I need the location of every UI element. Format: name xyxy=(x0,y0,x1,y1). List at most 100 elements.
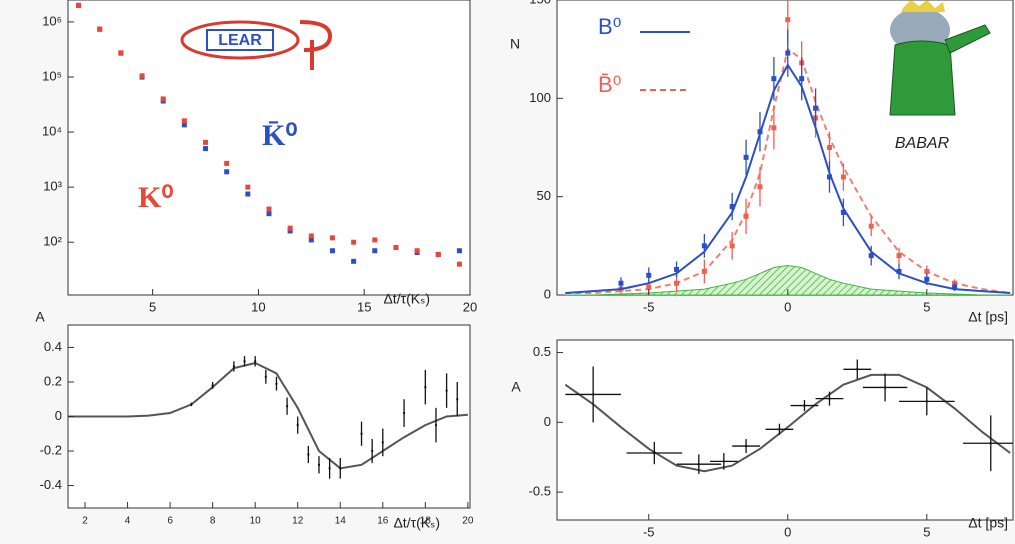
data-point xyxy=(989,442,992,445)
plot-area xyxy=(76,2,462,267)
data-point xyxy=(674,280,680,286)
data-point xyxy=(729,204,735,209)
data-point xyxy=(160,96,166,102)
data-point xyxy=(618,280,624,286)
data-point xyxy=(840,174,846,180)
x-tick-label: 0 xyxy=(784,299,791,314)
data-point xyxy=(803,404,806,407)
x-tick-label: 20 xyxy=(462,516,474,527)
data-point xyxy=(76,2,82,8)
data-point xyxy=(381,441,384,444)
y-tick-label: 0 xyxy=(544,414,551,429)
plot-area xyxy=(564,359,1013,474)
y-tick-label: -0.4 xyxy=(40,477,62,492)
data-point xyxy=(924,276,930,282)
y-tick-label: 150 xyxy=(529,0,551,6)
data-point xyxy=(286,405,289,408)
logo-text: LEAR xyxy=(218,32,262,49)
data-point xyxy=(211,384,214,387)
y-tick-label: 10⁵ xyxy=(42,68,62,83)
logo-ring xyxy=(180,20,300,60)
data-point xyxy=(224,169,230,175)
y-tick-label: 10⁴ xyxy=(42,123,62,138)
data-point xyxy=(243,360,246,363)
data-point xyxy=(403,412,406,415)
data-point xyxy=(434,424,437,427)
data-point xyxy=(771,125,777,131)
data-point xyxy=(778,428,781,431)
data-point xyxy=(203,139,209,145)
y-tick-label: 0 xyxy=(544,286,551,301)
data-point xyxy=(372,248,378,254)
data-point xyxy=(275,382,278,385)
data-point xyxy=(722,460,725,463)
x-tick-label: -5 xyxy=(643,299,655,314)
babar-mascot: BABAR xyxy=(889,0,991,152)
data-point xyxy=(697,463,700,466)
data-point xyxy=(118,50,124,56)
x-tick-label: 2 xyxy=(82,516,88,527)
data-point xyxy=(328,467,331,470)
data-point xyxy=(743,154,749,160)
data-point xyxy=(232,365,235,368)
data-point xyxy=(813,105,819,111)
data-point xyxy=(701,268,707,274)
x-tick-label: 5 xyxy=(923,524,930,539)
data-point xyxy=(785,17,791,23)
x-axis-label: Δt/τ(Kₛ) xyxy=(383,291,430,307)
y-tick-label: 100 xyxy=(529,90,551,105)
x-tick-label: 0 xyxy=(784,524,791,539)
y-tick-label: -0.5 xyxy=(529,484,551,499)
data-point xyxy=(339,467,342,470)
y-tick-label: 0.2 xyxy=(44,373,62,388)
x-tick-label: 15 xyxy=(357,299,371,314)
data-point xyxy=(203,146,209,152)
y-tick-label: 10³ xyxy=(43,179,62,194)
x-tick-label: 10 xyxy=(250,516,262,527)
data-point xyxy=(351,239,357,245)
fit-curve xyxy=(564,373,1011,473)
data-point xyxy=(729,243,735,249)
data-point xyxy=(456,248,462,254)
data-point xyxy=(393,245,399,251)
data-point xyxy=(456,261,462,267)
y-tick-label: 10⁶ xyxy=(42,13,62,28)
data-point xyxy=(856,368,859,371)
x-tick-label: 20 xyxy=(463,299,477,314)
legend-label: B̄⁰ xyxy=(598,72,622,97)
x-axis-label: Δt [ps] xyxy=(968,309,1008,325)
data-point xyxy=(884,386,887,389)
data-point xyxy=(307,453,310,456)
data-point xyxy=(826,174,832,180)
data-point xyxy=(653,452,656,455)
data-point xyxy=(868,253,874,259)
y-axis-label: A xyxy=(511,379,521,395)
data-point xyxy=(371,450,374,453)
data-point xyxy=(445,389,448,392)
data-point xyxy=(287,228,293,234)
data-point xyxy=(592,393,595,396)
fit-curve xyxy=(68,361,468,470)
x-tick-label: -5 xyxy=(643,524,655,539)
data-point xyxy=(317,463,320,466)
data-point xyxy=(308,233,314,239)
data-point xyxy=(828,397,831,400)
data-point xyxy=(896,268,902,274)
x-tick-label: 4 xyxy=(125,516,131,527)
fit-curve xyxy=(565,62,1011,294)
data-point xyxy=(97,26,103,32)
data-point xyxy=(245,184,251,190)
x-tick-label: 16 xyxy=(377,516,389,527)
mascot-body xyxy=(889,40,956,116)
data-point xyxy=(287,225,293,231)
data-point xyxy=(329,235,335,241)
data-point xyxy=(925,400,928,403)
legend-label: K̄⁰ xyxy=(262,119,297,152)
mascot-head xyxy=(890,8,950,52)
x-tick-label: 10 xyxy=(251,299,265,314)
y-tick-label: 10² xyxy=(43,234,62,249)
y-tick-label: 0 xyxy=(55,408,62,423)
data-point xyxy=(924,268,930,274)
